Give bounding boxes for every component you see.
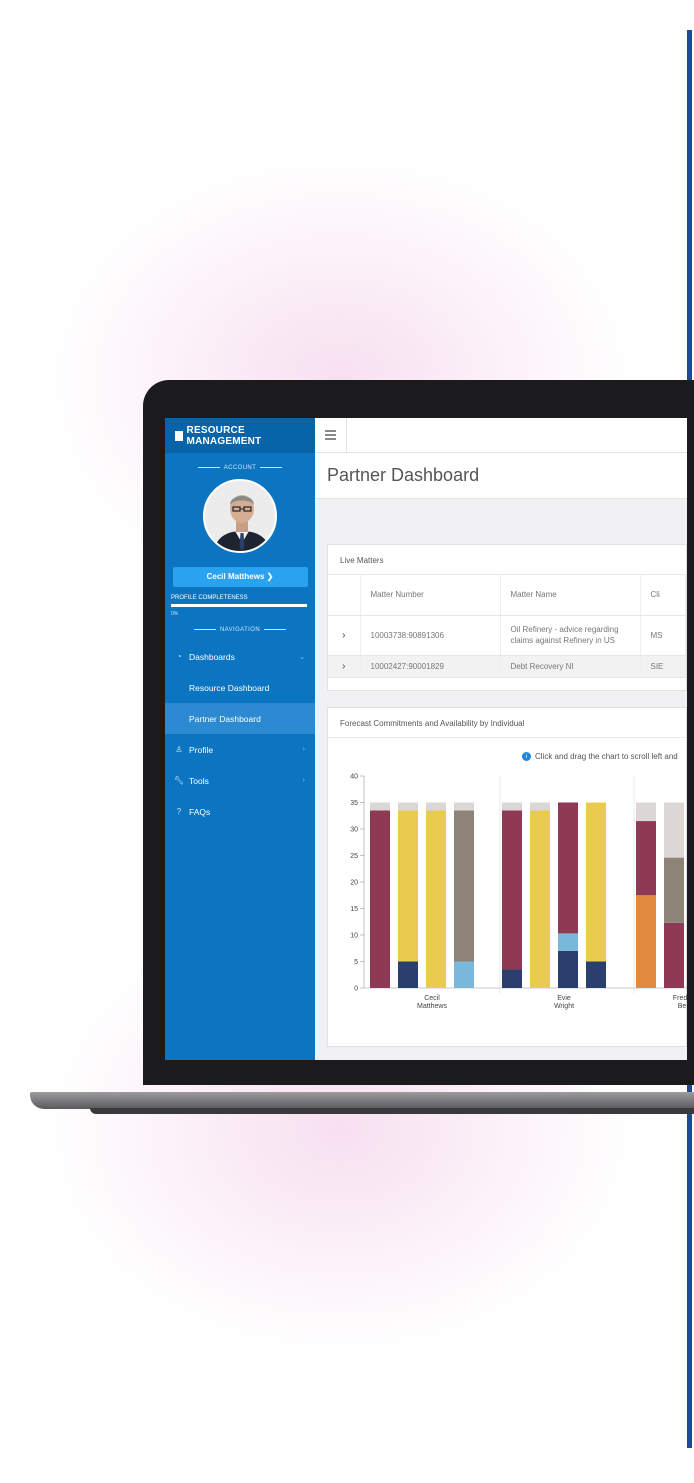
bar-segment: [558, 933, 578, 951]
forecast-title: Forecast Commitments and Availability by…: [328, 708, 686, 738]
bar-segment: [454, 961, 474, 988]
column-header[interactable]: Matter Number: [360, 575, 501, 616]
bar-segment: [502, 802, 522, 811]
bar-segment: [558, 950, 578, 988]
info-icon: i: [522, 752, 531, 761]
chevron-right-icon: ›: [302, 746, 305, 753]
y-tick-label: 40: [350, 774, 358, 781]
laptop-base-shadow: [90, 1108, 694, 1114]
expand-row-icon[interactable]: ›: [328, 615, 361, 656]
chart-hint: i Click and drag the chart to scroll lef…: [522, 752, 686, 761]
page-title: Partner Dashboard: [315, 453, 687, 499]
bar-segment: [586, 961, 606, 988]
bar-segment: [558, 802, 578, 934]
matter-name: Debt Recovery NI: [500, 655, 641, 678]
navigation-section-label: NAVIGATION: [165, 627, 315, 633]
topbar: [315, 418, 687, 453]
table-row[interactable]: › 10002427:90001829 Debt Recovery NI SIE: [328, 655, 686, 678]
matter-name: Oil Refinery - advice regarding claims a…: [500, 615, 641, 656]
sidebar-item-tools[interactable]: 🔧︎ Tools ›: [173, 775, 305, 786]
bar-segment: [530, 802, 550, 811]
live-matters-table: Matter Number Matter Name Cli › 10003738…: [328, 575, 686, 678]
y-tick-label: 20: [350, 880, 358, 887]
column-header[interactable]: Cli: [640, 575, 686, 616]
live-matters-panel: Live Matters Matter Number Matter Name C…: [327, 544, 687, 691]
bar-segment: [502, 810, 522, 970]
table-row[interactable]: › 10003738:90891306 Oil Refinery - advic…: [328, 615, 686, 656]
bar-segment: [664, 857, 684, 923]
y-tick-label: 0: [354, 986, 358, 993]
bar-segment: [398, 802, 418, 811]
sidebar-item-partner-dashboard[interactable]: Partner Dashboard: [165, 703, 315, 734]
sidebar-item-resource-dashboard[interactable]: Resource Dashboard: [189, 682, 270, 693]
bar-segment: [454, 810, 474, 962]
building-icon: [175, 430, 183, 441]
bar-segment: [664, 922, 684, 988]
account-section-label: ACCOUNT: [165, 465, 315, 471]
table-header-row: Matter Number Matter Name Cli: [328, 575, 686, 616]
profile-completeness-bar: [171, 604, 307, 607]
main-content: Partner Dashboard Live Matters Matter Nu…: [315, 453, 687, 1060]
bar-segment: [398, 810, 418, 962]
x-tick-label: Cecil: [424, 995, 440, 1002]
chevron-down-icon: ⌄: [299, 653, 305, 661]
y-tick-label: 30: [350, 827, 358, 834]
user-menu-button[interactable]: Cecil Matthews ❯: [172, 567, 308, 587]
live-matters-title: Live Matters: [328, 545, 686, 575]
y-tick-label: 10: [350, 933, 358, 940]
bar-segment: [664, 802, 684, 858]
y-tick-label: 15: [350, 906, 358, 913]
sidebar: RESOURCE MANAGEMENT ACCOUNT Cecil Matthe…: [165, 418, 315, 1060]
chevron-down-icon: ❯: [266, 572, 274, 581]
laptop-base: [30, 1092, 694, 1109]
client: SIE: [640, 655, 686, 678]
sidebar-item-faqs[interactable]: ? FAQs: [165, 796, 315, 827]
y-tick-label: 35: [350, 800, 358, 807]
forecast-panel: Forecast Commitments and Availability by…: [327, 707, 687, 1047]
bar-segment: [636, 821, 656, 896]
column-header[interactable]: Matter Name: [500, 575, 641, 616]
y-tick-label: 25: [350, 853, 358, 860]
x-tick-label: Frede: [673, 995, 687, 1002]
brand[interactable]: RESOURCE MANAGEMENT: [165, 418, 315, 453]
bar-segment: [502, 969, 522, 988]
bar-segment: [636, 895, 656, 988]
laptop-screen: RESOURCE MANAGEMENT ACCOUNT Cecil Matthe…: [165, 418, 687, 1060]
sidebar-item-profile[interactable]: ♙ Profile ›: [175, 744, 305, 755]
avatar[interactable]: [203, 479, 277, 553]
profile-completeness-label: PROFILE COMPLETENESS: [171, 595, 248, 601]
y-tick-label: 5: [354, 959, 358, 966]
question-circle-icon: ?: [176, 807, 182, 816]
bar-segment: [636, 802, 656, 822]
bar-segment: [370, 802, 390, 811]
user-icon: ♙: [175, 745, 183, 754]
bar-segment: [426, 810, 446, 988]
x-tick-label: Matthews: [417, 1003, 447, 1010]
profile-completeness-value: 0%: [171, 611, 179, 617]
bar-segment: [454, 802, 474, 811]
chevron-right-icon: ›: [302, 777, 305, 784]
bar-segment: [530, 810, 550, 988]
matter-number: 10002427:90001829: [360, 655, 501, 678]
dashboard-icon: ◔: [176, 652, 182, 661]
sidebar-item-dashboards[interactable]: ◔ Dashboards ⌄: [165, 641, 315, 672]
matter-number: 10003738:90891306: [360, 615, 501, 656]
x-tick-label: Be: [678, 1003, 687, 1010]
brand-label: RESOURCE MANAGEMENT: [186, 424, 262, 447]
x-tick-label: Evie: [557, 995, 571, 1002]
bar-segment: [398, 961, 418, 988]
client: MS: [640, 615, 686, 656]
wrench-icon: 🔧︎: [173, 776, 185, 785]
bar-segment: [586, 802, 606, 962]
bar-segment: [426, 802, 446, 811]
hamburger-menu-icon[interactable]: [325, 430, 336, 442]
expand-row-icon[interactable]: ›: [328, 655, 361, 678]
bar-segment: [370, 810, 390, 988]
x-tick-label: Wright: [554, 1003, 574, 1010]
